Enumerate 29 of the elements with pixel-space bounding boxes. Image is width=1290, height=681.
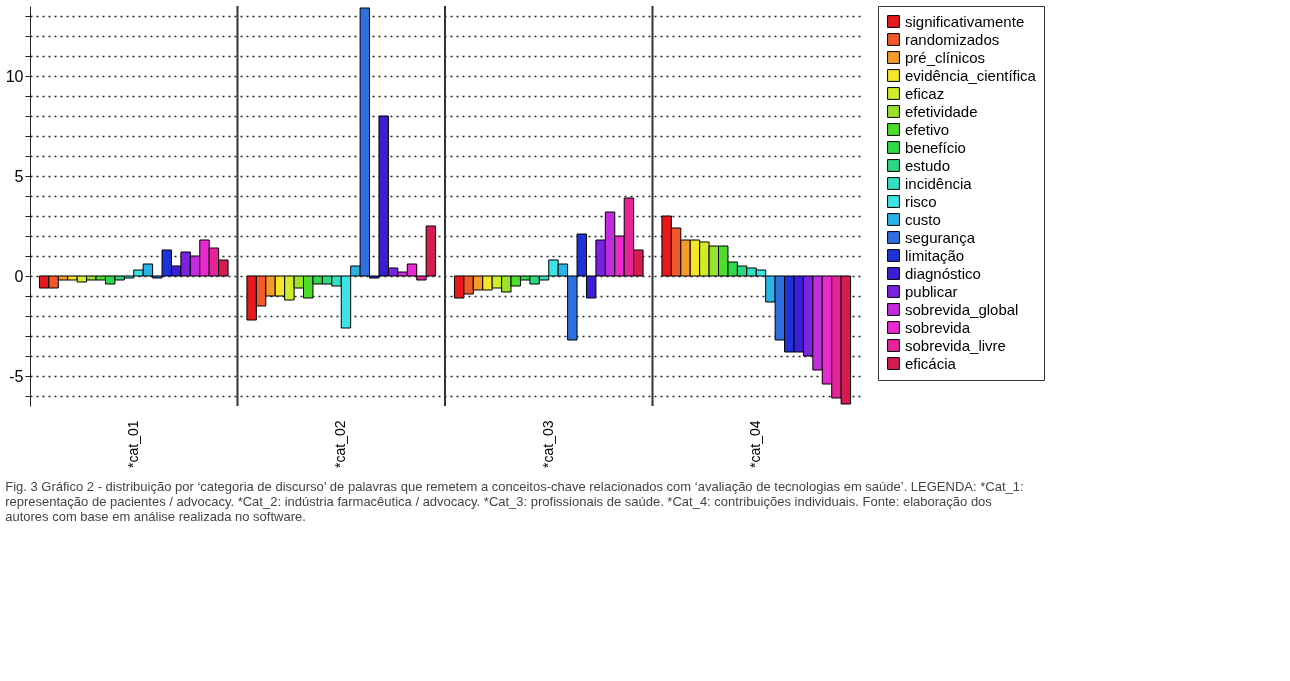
legend-label: custo: [905, 210, 941, 228]
legend-label: sobrevida: [905, 318, 971, 336]
x-tick-label: *cat_04: [747, 420, 764, 468]
x-tick-label: *cat_01: [124, 420, 141, 468]
legend-label: randomizados: [905, 30, 1000, 48]
legend-label: significativamente: [905, 12, 1025, 30]
x-tick-label: *cat_02: [332, 420, 349, 468]
legend-label: sobrevida_livre: [905, 336, 1006, 354]
legend-label: eficácia: [905, 354, 957, 372]
legend-label: incidência: [905, 174, 973, 192]
legend-label: efetividade: [905, 102, 978, 120]
caption: Fig. 3 Gráfico 2 - distribuição por ‘categoria de discurso’ de palavras que remetem a conceitos-chave relacionados com ‘avaliação de tecnologias em saúde’. LEGENDA: *Cat_1: representação de pacientes / advocacy. *Cat_2: indústria farmacêutica / advocacy. *Cat_3: profissionais de saúde. *Cat_4: contribuições individuais. Fonte: elaboração dos autores com base em análise realizada no software.: [5, 479, 1024, 525]
legend-label: benefício: [905, 138, 966, 156]
y-tick-label: 5: [14, 167, 24, 185]
legend-label: risco: [905, 192, 937, 210]
legend-label: publicar: [905, 282, 958, 300]
legend-label: pré_clínicos: [905, 48, 986, 66]
y-tick-label: -5: [9, 367, 24, 385]
legend-label: diagnóstico: [905, 264, 981, 282]
legend-label: evidência_científica: [905, 66, 1037, 84]
legend-label: estudo: [905, 156, 951, 174]
legend-label: segurança: [905, 228, 976, 246]
y-tick-label: 10: [5, 67, 24, 85]
y-tick-label: 0: [14, 267, 24, 285]
legend-label: sobrevida_global: [905, 300, 1019, 318]
x-tick-label: *cat_03: [539, 420, 556, 468]
legend-label: efetivo: [905, 120, 950, 138]
legend-label: eficaz: [905, 84, 945, 102]
legend-label: limitação: [905, 246, 965, 264]
